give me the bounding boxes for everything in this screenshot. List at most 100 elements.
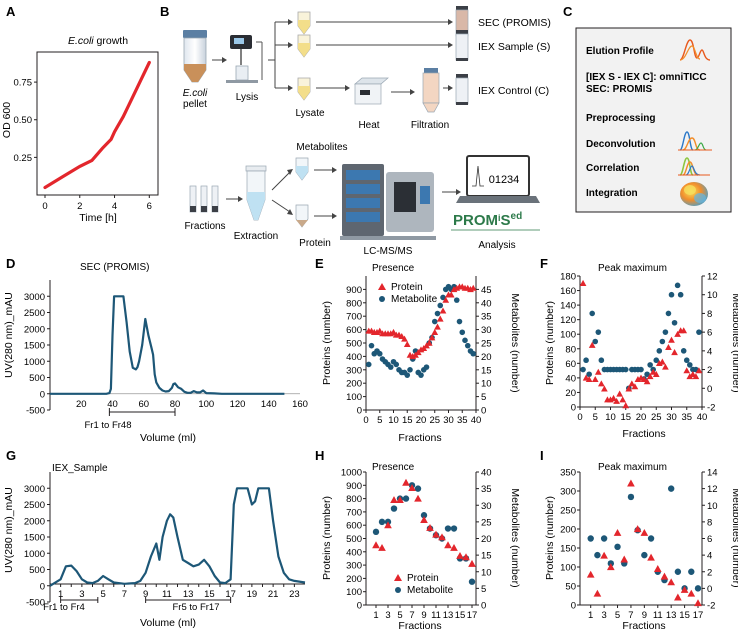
- metabolite-point: [644, 371, 650, 378]
- presence-ylabel-left-h: Proteins (number): [321, 496, 333, 580]
- left-ytick-label: 100: [346, 392, 362, 403]
- left-ytick-label: 140: [560, 301, 576, 312]
- protein-tube-icon: [295, 204, 309, 228]
- metabolite-point: [372, 528, 380, 536]
- branch-paths: [274, 21, 288, 89]
- lcms-label: LC-MS/MS: [364, 246, 413, 257]
- left-ytick-label: 0: [571, 601, 576, 612]
- left-ytick-label: 100: [346, 587, 362, 598]
- xtick-label: 1: [373, 610, 378, 621]
- presence-xlabel-h: Fractions: [398, 620, 441, 632]
- xtick-label: 10: [388, 415, 399, 426]
- metabolite-point: [453, 297, 460, 303]
- legend-metabolite-marker: [395, 587, 401, 593]
- arrowhead: [410, 89, 415, 95]
- metabolite-point: [580, 366, 586, 373]
- left-ytick-label: 500: [346, 534, 362, 545]
- extraction-label: Extraction: [234, 231, 278, 242]
- metabolite-point: [387, 364, 394, 370]
- metabolite-point: [667, 485, 675, 492]
- xtick-label: 15: [620, 412, 631, 423]
- panel-letter-d: D: [6, 256, 15, 271]
- xtick-label: 30: [443, 415, 454, 426]
- growth-title: E.coli growth: [68, 35, 128, 47]
- left-ytick-label: 200: [346, 379, 362, 390]
- panel-letter-b: B: [160, 4, 169, 19]
- laptop-icon: [456, 155, 540, 203]
- protein-point: [403, 340, 411, 348]
- metabolite-point: [647, 362, 653, 368]
- growth-xlabel: Time [h]: [79, 212, 117, 224]
- metabolite-point: [688, 568, 695, 575]
- growth-ytick-label: 0.50: [14, 115, 33, 126]
- chrom-xtick-label: 160: [292, 399, 308, 410]
- left-ytick-label: 700: [346, 507, 362, 518]
- left-ytick-label: 350: [560, 468, 576, 479]
- iex-xtick-label: 9: [143, 589, 148, 600]
- arrowhead: [332, 213, 337, 219]
- metabolite-point: [589, 310, 595, 317]
- presence-ylabel-right-e: Metabolites (number): [509, 293, 521, 392]
- chrom-trace-line: [50, 295, 285, 395]
- step-elution-profile: Elution Profile: [586, 46, 654, 57]
- protein-point: [680, 585, 689, 593]
- protein-point: [692, 373, 700, 380]
- metabolite-point: [674, 282, 681, 289]
- left-ytick-label: 900: [346, 481, 362, 492]
- protein-point: [662, 363, 669, 370]
- filtration-tube-icon: [422, 68, 440, 113]
- growth-xtick-label: 4: [112, 201, 117, 212]
- xtick-label: 5: [593, 412, 598, 423]
- xtick-label: 3: [385, 610, 390, 621]
- metabolite-point: [470, 350, 477, 357]
- protein-point: [601, 385, 608, 392]
- arrowhead: [456, 189, 461, 195]
- right-ytick-label: 0: [707, 384, 712, 395]
- growth-xtick-label: 2: [77, 201, 82, 212]
- protein-point: [439, 307, 447, 314]
- xtick-label: 35: [457, 415, 468, 426]
- arrowhead: [287, 169, 293, 175]
- panel-e: E Presence 01002003004005006007008009000…: [315, 256, 521, 444]
- metabolite-tube-icon: [295, 157, 309, 181]
- metabolite-point: [653, 357, 660, 364]
- panel-b: B E.coli pellet Lysis: [160, 4, 551, 257]
- metabolite-point: [450, 525, 458, 532]
- xtick-label: 35: [681, 412, 692, 423]
- left-ytick-label: 0: [571, 403, 576, 414]
- panel-letter-h: H: [315, 448, 324, 463]
- metabolite-point: [662, 329, 669, 335]
- iex-sample-tube-icon: [455, 30, 469, 61]
- legend-metabolite-marker: [379, 296, 385, 302]
- analysis-label: Analysis: [478, 240, 515, 251]
- step-preprocessing: Preprocessing: [586, 113, 655, 124]
- protein-point: [653, 565, 662, 572]
- right-ytick-label: 15: [481, 551, 492, 562]
- iex-xlabel: Volume (ml): [140, 617, 196, 629]
- sec-chromatogram-plot: -500 0 500 1000 1500 2000 2500 3000 20 40 60 80 100 1…: [24, 280, 308, 417]
- panel-i: I Peak maximum 0 50 100 150 200 250 300 350 -2 0 2…: [540, 448, 738, 632]
- presence-ylabel-left-e: Proteins (number): [321, 301, 333, 385]
- metabolite-point: [656, 348, 663, 354]
- chrom-xtick-label: 20: [76, 399, 87, 410]
- metabolite-point: [614, 543, 621, 551]
- metabolite-point: [368, 342, 375, 349]
- chrom-xtick-label: 60: [138, 399, 149, 410]
- protein-point: [425, 339, 433, 346]
- peak-xlabel-f: Fractions: [622, 428, 665, 440]
- left-ytick-label: 180: [560, 272, 576, 283]
- metabolite-point: [440, 294, 446, 301]
- chrom-ytick-label: 500: [29, 373, 45, 384]
- sec-ylabel: UV(280 nm)_mAU: [3, 292, 15, 378]
- metabolite-point: [592, 338, 599, 345]
- left-ytick-label: 250: [560, 506, 576, 517]
- metabolite-point: [423, 364, 430, 370]
- panel-letter-g: G: [6, 448, 16, 463]
- lcms-instrument-icon: [340, 164, 436, 240]
- lysis-label: Lysis: [236, 92, 258, 103]
- xtick-label: 1: [588, 610, 593, 621]
- metabolite-point: [586, 371, 592, 378]
- right-ytick-label: 35: [481, 484, 492, 495]
- metabolite-point: [638, 366, 644, 373]
- metabolite-point: [393, 361, 400, 368]
